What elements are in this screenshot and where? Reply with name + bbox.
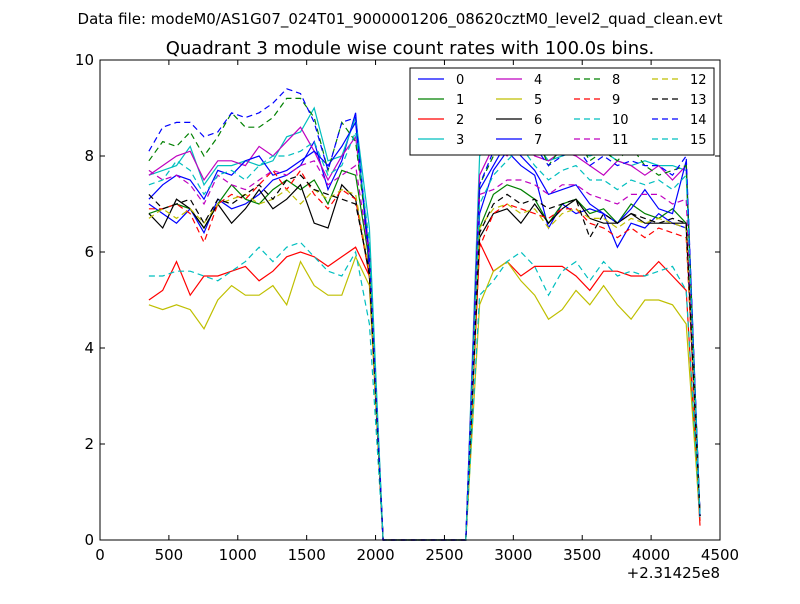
legend-box xyxy=(409,67,715,156)
x-tick-label: 3000 xyxy=(494,546,532,564)
x-tick-label: 1000 xyxy=(219,546,257,564)
x-offset-label: +2.31425e8 xyxy=(627,564,720,582)
y-tick-label: 4 xyxy=(84,339,94,357)
legend-label-10: 10 xyxy=(612,113,629,128)
legend-label-14: 14 xyxy=(690,113,707,128)
x-tick-label: 4000 xyxy=(632,546,670,564)
series-line-2 xyxy=(148,242,701,541)
x-tick-label: 0 xyxy=(95,546,105,564)
legend-label-4: 4 xyxy=(534,73,542,88)
series-line-11 xyxy=(148,160,701,541)
legend-label-6: 6 xyxy=(534,113,542,128)
chart-suptitle: Data file: modeM0/AS1G07_024T01_90000012… xyxy=(78,10,723,29)
series-line-14 xyxy=(148,88,701,541)
legend-label-1: 1 xyxy=(456,93,464,108)
legend-label-0: 0 xyxy=(456,73,464,88)
series-line-9 xyxy=(148,169,701,541)
x-tick-label: 500 xyxy=(155,546,184,564)
series-line-5 xyxy=(148,255,701,541)
legend-label-8: 8 xyxy=(612,73,620,88)
x-tick-label: 4500 xyxy=(701,546,739,564)
y-tick-label: 6 xyxy=(84,243,94,261)
y-tick-label: 2 xyxy=(84,435,94,453)
plot-frame xyxy=(99,59,721,541)
chart-title: Quadrant 3 module wise count rates with … xyxy=(166,38,655,59)
legend-label-15: 15 xyxy=(690,133,707,148)
legend-label-5: 5 xyxy=(534,93,542,108)
legend-label-11: 11 xyxy=(612,133,629,148)
y-tick-label: 8 xyxy=(84,147,94,165)
legend-label-3: 3 xyxy=(456,133,464,148)
x-tick-label: 2500 xyxy=(425,546,463,564)
legend-label-9: 9 xyxy=(612,93,620,108)
legend-label-2: 2 xyxy=(456,113,464,128)
legend-label-7: 7 xyxy=(534,133,542,148)
legend-label-13: 13 xyxy=(690,93,707,108)
y-tick-label: 10 xyxy=(75,51,94,69)
series-line-15 xyxy=(148,129,701,541)
x-tick-label: 3500 xyxy=(563,546,601,564)
y-tick-label: 0 xyxy=(84,531,94,549)
series-line-10 xyxy=(148,241,701,541)
ticks-layer: 0 500 1000 1500 2000 2500 3000 3500 4000 4500 0 2 4 6… xyxy=(75,51,739,564)
series-line-13 xyxy=(148,174,701,541)
series-layer xyxy=(148,88,701,541)
series-line-12 xyxy=(148,188,701,541)
series-line-3 xyxy=(148,106,701,541)
legend-label-12: 12 xyxy=(690,73,707,88)
x-tick-label: 1500 xyxy=(288,546,326,564)
series-line-0 xyxy=(148,112,701,541)
series-line-8 xyxy=(148,97,701,541)
series-line-1 xyxy=(148,169,701,541)
x-tick-label: 2000 xyxy=(356,546,394,564)
